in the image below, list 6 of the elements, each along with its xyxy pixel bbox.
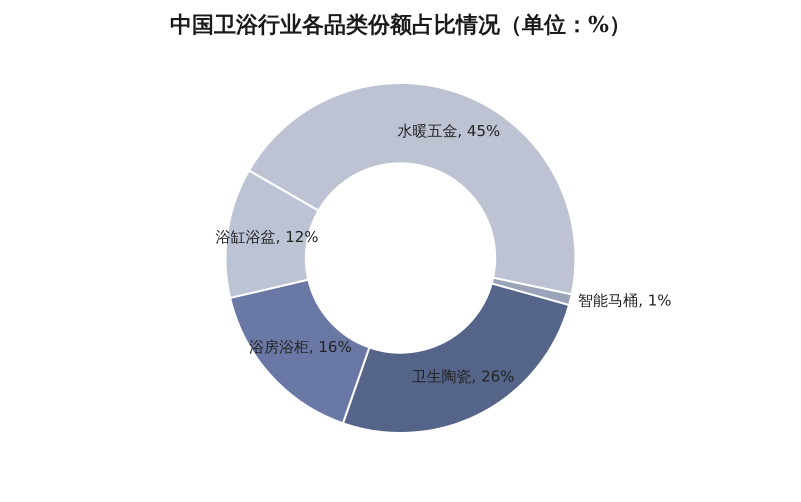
chart-title: 中国卫浴行业各品类份额占比情况（单位：%）	[169, 11, 632, 40]
slice-label: 智能马桶, 1%	[578, 292, 672, 310]
slice-label: 卫生陶瓷, 26%	[412, 367, 514, 386]
slice-label: 浴房浴柜, 16%	[248, 338, 352, 356]
slice-label: 水暖五金, 45%	[397, 122, 500, 140]
slice-label: 浴缸浴盆, 12%	[216, 228, 319, 246]
